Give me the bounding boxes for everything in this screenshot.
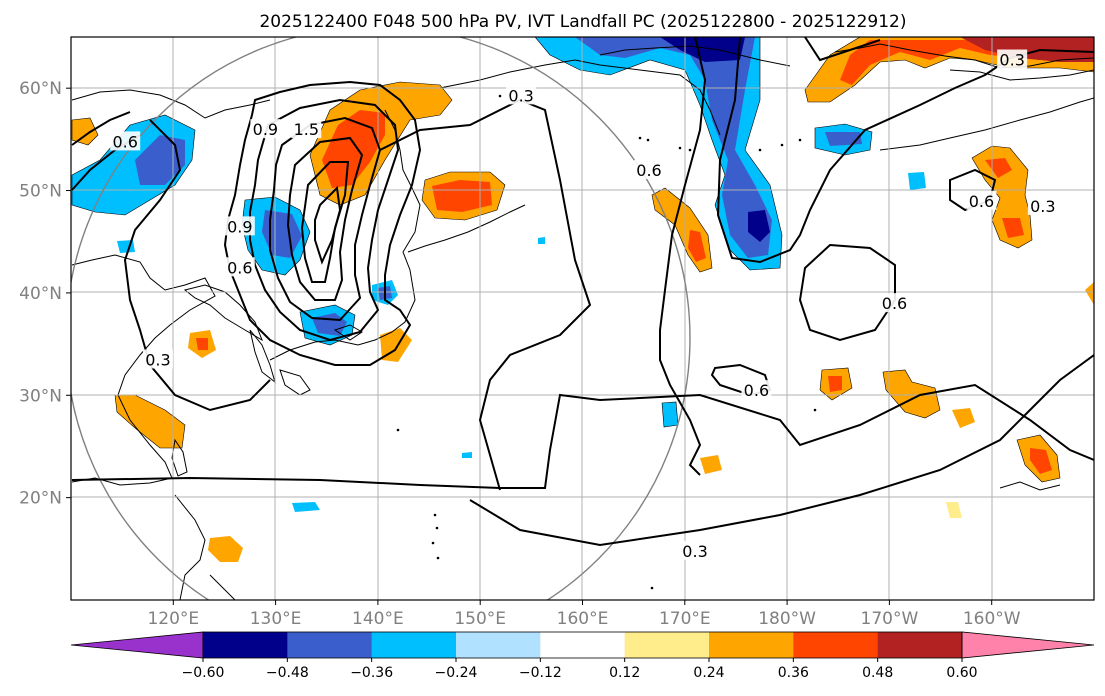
lon-tick-label: 150°E (454, 609, 506, 629)
range-circle (71, 37, 691, 600)
contour-label-bg (997, 49, 1028, 69)
contour-label-bg (224, 216, 255, 236)
contour-label: 0.3 (999, 51, 1024, 70)
colorbar-tick-label: 0.24 (693, 665, 724, 681)
colorbar-tick-label: 0.12 (609, 665, 640, 681)
contour-label-bg (110, 131, 141, 151)
contour-label-bg (224, 257, 255, 277)
contour-label-bg (291, 119, 322, 139)
contour-label: 0.3 (682, 542, 707, 561)
latitude-tick-labels: 20°N 30°N 40°N 50°N 60°N (19, 79, 71, 509)
lon-tick-label: 160°E (557, 609, 609, 629)
colorbar-frame (202, 631, 963, 659)
contour-label-bg (879, 293, 910, 313)
island-dots (396, 94, 817, 590)
lon-tick-label: 130°E (250, 609, 302, 629)
contour-label: 0.6 (227, 258, 252, 277)
lon-tick-label: 140°E (352, 609, 404, 629)
lat-tick-label: 50°N (19, 182, 62, 202)
lon-tick-label: 120°E (147, 609, 199, 629)
contour-label: 0.6 (636, 161, 661, 180)
colorbar-segment (203, 632, 288, 658)
contour-label-bg (633, 160, 664, 180)
contour-label: 0.3 (1030, 197, 1055, 216)
contour-label: 0.3 (145, 350, 170, 369)
contour-label-bg (741, 380, 772, 400)
lat-tick-label: 20°N (19, 489, 62, 509)
colorbar-tick-label: −0.60 (182, 665, 225, 681)
colorbar-tick-label: 0.36 (778, 665, 809, 681)
colorbar-tick-label: −0.12 (519, 665, 562, 681)
lon-tick-label: 180°W (758, 609, 816, 629)
contour-label-bg (506, 85, 537, 105)
contour-label-bg (142, 349, 173, 369)
colorbar-segment (287, 632, 373, 658)
contour-label-bg (966, 190, 997, 210)
colorbar-segment (709, 632, 794, 658)
lon-tick-label: 170°E (659, 609, 711, 629)
colorbar-tick-label: −0.24 (435, 665, 478, 681)
contour-label-bg (680, 540, 711, 560)
contour-label: 0.6 (969, 192, 994, 211)
map-area: 0.6 0.9 1.5 0.3 0.6 0.9 0.6 0.3 0.6 0.6 0.3 0.6 0.3 0… (71, 37, 1094, 600)
lon-tick-label: 160°W (963, 609, 1021, 629)
contour-label-bg (250, 119, 281, 139)
contour-label: 0.6 (112, 132, 137, 151)
colorbar-tick-label: 0.60 (946, 665, 977, 681)
colorbar: −0.60 −0.48 −0.36 −0.24 −0.12 0.12 0.24 0.36 0.4… (70, 631, 1095, 681)
lat-tick-label: 30°N (19, 386, 62, 406)
colorbar-segment (793, 632, 879, 658)
contour-label-bg (1027, 195, 1058, 215)
colorbar-tick-label: −0.48 (266, 665, 309, 681)
colorbar-segment (624, 632, 710, 658)
contour-label: 1.5 (294, 120, 319, 139)
colorbar-segment (877, 632, 963, 658)
pv-contours (71, 37, 1094, 547)
colorbar-segment (540, 632, 626, 658)
colorbar-extend-high (961, 631, 1095, 659)
longitude-tick-labels: 120°E 130°E 140°E 150°E 160°E 170°E 180°W 170°W… (147, 600, 1021, 629)
figure-title: 2025122400 F048 500 hPa PV, IVT Landfall… (259, 12, 906, 32)
contour-label: 0.6 (744, 381, 769, 400)
contour-label: 0.9 (227, 217, 252, 236)
lat-tick-label: 40°N (19, 284, 62, 304)
colorbar-segment (371, 632, 457, 658)
contour-labels: 0.6 0.9 1.5 0.3 0.6 0.9 0.6 0.3 0.6 0.6 0.3 0.6 0.3 0… (110, 49, 1058, 561)
lon-tick-label: 170°W (861, 609, 919, 629)
colorbar-tick-label: −0.36 (350, 665, 393, 681)
colorbar-tick-label: 0.48 (862, 665, 893, 681)
contour-label: 0.6 (882, 294, 907, 313)
contour-label: 0.9 (253, 120, 278, 139)
graticule (71, 37, 1094, 600)
lat-tick-label: 60°N (19, 79, 62, 99)
colorbar-segment (456, 632, 541, 658)
colorbar-extend-low (70, 631, 204, 659)
contour-label: 0.3 (508, 86, 533, 105)
